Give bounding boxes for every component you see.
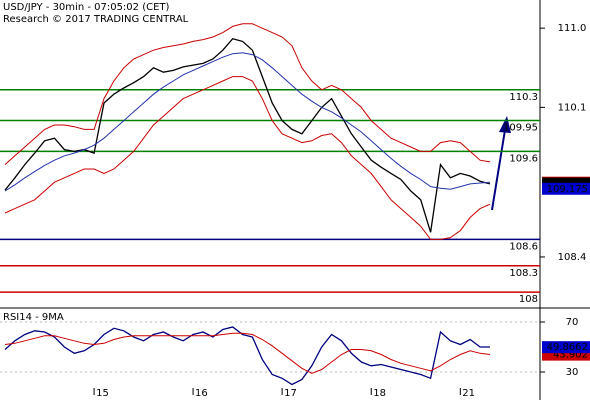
y-tick-label: 70 bbox=[566, 317, 579, 328]
price-tag-label: 109.175 bbox=[547, 184, 588, 195]
series-line bbox=[4, 52, 491, 192]
panel-title: RSI14 - 9MA bbox=[3, 312, 64, 323]
series-line bbox=[4, 332, 491, 374]
level-label: 108 bbox=[519, 294, 538, 305]
price-tag-label: 49.8662 bbox=[547, 342, 588, 353]
y-tick-label: 108.4 bbox=[558, 252, 587, 263]
series-line bbox=[4, 37, 491, 233]
series-line bbox=[4, 76, 491, 240]
level-label: 109.95 bbox=[503, 123, 538, 134]
y-tick-label: 111.0 bbox=[558, 23, 587, 34]
level-label: 108.6 bbox=[509, 241, 538, 252]
y-tick-label: 110.1 bbox=[558, 102, 587, 113]
level-label: 109.6 bbox=[509, 153, 538, 164]
y-tick-label: 30 bbox=[566, 367, 579, 378]
series-line bbox=[4, 23, 491, 165]
level-label: 108.3 bbox=[509, 268, 538, 279]
chart-title: USD/JPY - 30min - 07:05:02 (CET) bbox=[3, 2, 170, 13]
x-tick-label: 15 bbox=[96, 388, 109, 399]
price-tag bbox=[542, 341, 590, 354]
price-tag-label: 43.902 bbox=[553, 350, 588, 361]
x-tick-label: 21 bbox=[462, 388, 475, 399]
series-line bbox=[4, 326, 490, 386]
x-tick-label: 16 bbox=[195, 388, 208, 399]
level-label: 110.3 bbox=[509, 92, 538, 103]
x-tick-label: 18 bbox=[373, 388, 386, 399]
price-tag bbox=[542, 182, 590, 195]
x-tick-label: 17 bbox=[284, 388, 297, 399]
chart-subtitle: Research © 2017 TRADING CENTRAL bbox=[3, 14, 189, 25]
